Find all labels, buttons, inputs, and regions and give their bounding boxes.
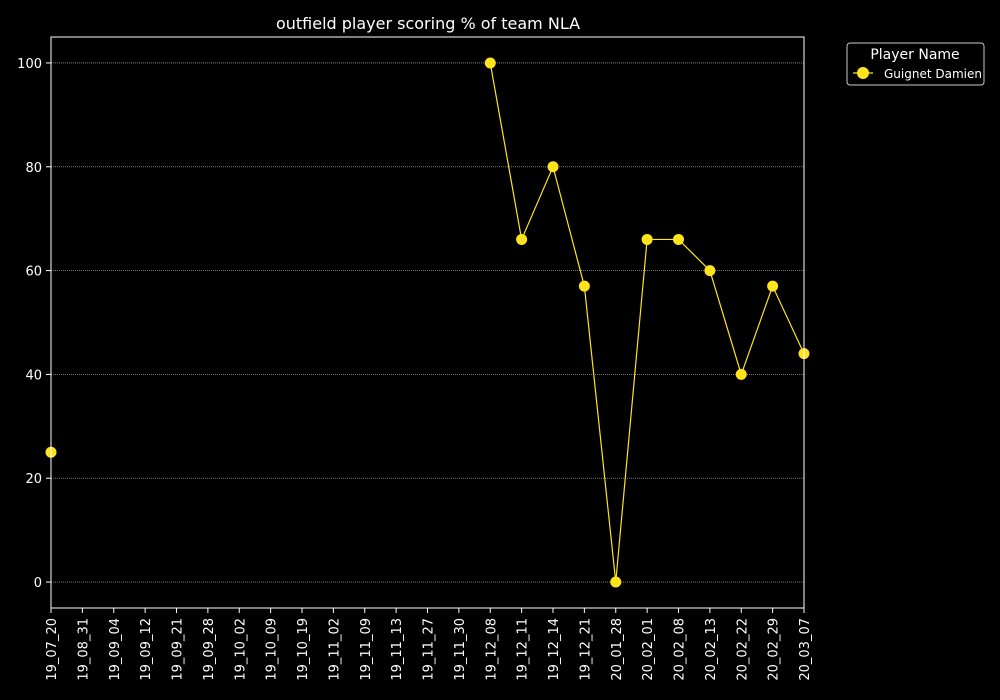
x-tick-label: 19_12_11: [516, 618, 531, 681]
x-axis: 19_07_20 19_08_31 19_09_04 19_09_12 19_09_21…: [45, 608, 813, 681]
x-tick-label: 19_08_31: [76, 618, 91, 681]
data-point: [641, 233, 653, 245]
legend-marker: [857, 67, 869, 79]
y-axis: 0 20 40 60 80 100: [17, 57, 51, 591]
x-tick-label: 19_10_02: [233, 618, 248, 681]
legend-box: [846, 42, 985, 86]
x-tick-label: 19_12_08: [484, 618, 499, 681]
data-point: [578, 280, 590, 292]
x-tick-label: 19_11_02: [327, 618, 342, 681]
y-tick-label: 20: [25, 472, 42, 487]
x-tick-label: 20_02_08: [673, 618, 688, 681]
y-tick-label: 100: [17, 57, 42, 72]
x-tick-label: 20_02_22: [735, 618, 750, 681]
x-tick-label: 19_12_21: [578, 618, 593, 681]
legend-label-guignet-damien: Guignet Damien: [884, 67, 982, 81]
series-line: [489, 62, 805, 583]
x-tick-label: 20_03_07: [798, 618, 813, 681]
y-tick-label: 40: [25, 368, 42, 383]
plot-frame: [50, 36, 805, 609]
legend-title: Player Name: [870, 47, 959, 63]
x-tick-label: 19_11_13: [390, 618, 405, 681]
x-tick-label: 19_09_04: [108, 618, 123, 681]
series-layer: [45, 57, 810, 588]
data-point: [767, 280, 779, 292]
data-point: [516, 233, 528, 245]
chart-title: outfield player scoring % of team NLA: [276, 14, 580, 33]
data-point: [547, 161, 559, 173]
data-point: [484, 57, 496, 69]
data-point: [735, 368, 747, 380]
x-tick-label: 19_09_28: [202, 618, 217, 681]
grid-lines: [51, 62, 804, 583]
x-tick-label: 19_09_21: [171, 618, 186, 681]
x-tick-label: 19_07_20: [45, 618, 60, 681]
x-tick-label: 19_10_19: [296, 618, 311, 681]
x-tick-label: 20_02_01: [641, 618, 656, 681]
x-tick-label: 19_11_30: [453, 618, 468, 681]
data-point: [673, 233, 684, 245]
y-tick-label: 0: [34, 576, 42, 591]
data-point: [704, 265, 716, 277]
x-tick-label: 19_11_27: [422, 618, 437, 681]
x-tick-label: 20_02_13: [704, 618, 719, 681]
y-tick-label: 60: [25, 265, 42, 280]
x-tick-label: 19_09_12: [139, 618, 154, 681]
data-point: [610, 576, 622, 588]
x-tick-label: 19_11_09: [359, 618, 374, 681]
x-tick-label: 20_02_29: [767, 618, 782, 681]
legend: Player Name Guignet Damien: [846, 42, 985, 86]
x-tick-label: 19_12_14: [547, 618, 562, 681]
x-tick-label: 19_10_09: [265, 618, 280, 681]
x-tick-label: 20_01_28: [610, 618, 625, 681]
y-tick-label: 80: [25, 161, 42, 176]
